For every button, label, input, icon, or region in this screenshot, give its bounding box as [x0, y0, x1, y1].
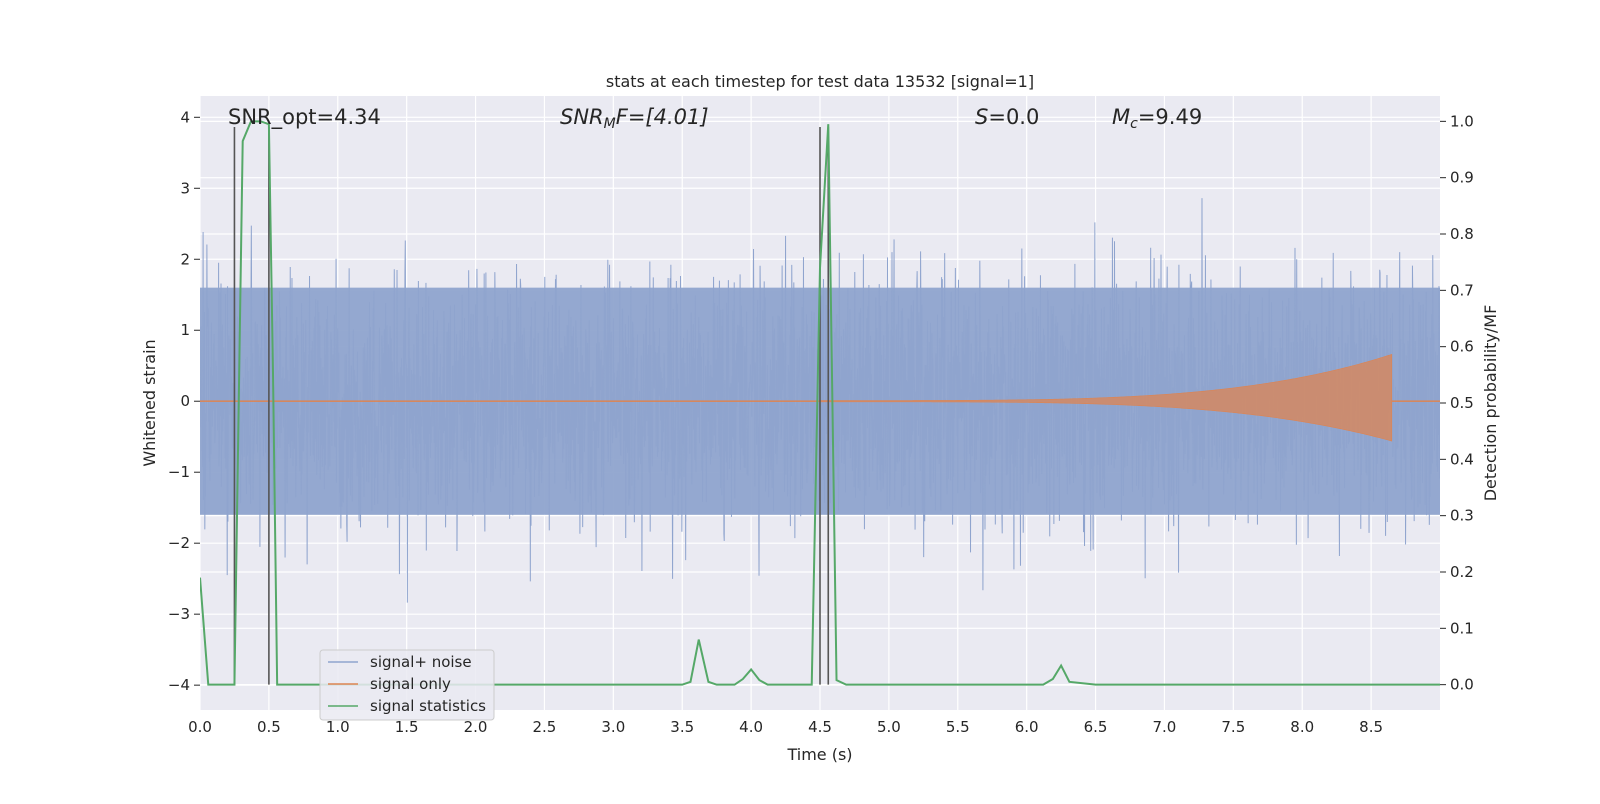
y-left-tick-label: 2	[180, 250, 190, 268]
y-left-tick-label: 0	[180, 392, 190, 410]
x-tick-label: 8.5	[1359, 718, 1383, 736]
annotation-mc-sub: c	[1130, 116, 1138, 132]
y-right-tick-label: 0.0	[1450, 676, 1474, 694]
legend-label-signal-statistics: signal statistics	[370, 697, 486, 715]
x-axis-label: Time (s)	[786, 745, 852, 764]
annotation-s: S=0.0	[975, 105, 1039, 129]
y-left-tick-label: −2	[168, 534, 190, 552]
x-tick-label: 6.5	[1084, 718, 1108, 736]
y-right-tick-label: 0.9	[1450, 169, 1474, 187]
x-tick-label: 3.0	[601, 718, 625, 736]
legend: signal+ noise signal only signal statist…	[319, 649, 495, 721]
x-tick-label: 5.5	[946, 718, 970, 736]
x-tick-label: 0.5	[257, 718, 281, 736]
y-axis-left-ticks: −4 −3 −2 −1 0 1 2 3 4	[168, 108, 200, 694]
legend-label-signal-only: signal only	[370, 675, 451, 693]
y-right-tick-label: 0.4	[1450, 450, 1474, 468]
y-left-tick-label: −3	[168, 605, 190, 623]
y-right-tick-label: 0.2	[1450, 563, 1474, 581]
x-tick-label: 4.0	[739, 718, 763, 736]
x-tick-label: 8.0	[1290, 718, 1314, 736]
y-left-tick-label: 3	[180, 179, 190, 197]
y-axis-right-ticks: 0.0 0.1 0.2 0.3 0.4 0.5 0.6 0.7 0.8 0.9 1.0	[1440, 112, 1474, 694]
x-tick-label: 1.5	[395, 718, 419, 736]
x-tick-label: 6.0	[1015, 718, 1039, 736]
y-right-tick-label: 0.1	[1450, 619, 1474, 637]
x-tick-label: 1.0	[326, 718, 350, 736]
chart-title: stats at each timestep for test data 135…	[606, 72, 1034, 91]
x-tick-label: 5.0	[877, 718, 901, 736]
y-left-tick-label: 1	[180, 321, 190, 339]
annotation-snr-mf-sub: M	[604, 116, 616, 132]
y-left-tick-label: −4	[168, 676, 190, 694]
x-tick-label: 7.5	[1221, 718, 1245, 736]
annotation-snr-mf-rest: F=[4.01]	[616, 105, 709, 129]
vertical-markers	[233, 126, 830, 685]
x-tick-label: 3.5	[670, 718, 694, 736]
signal-only-chirp	[819, 353, 1393, 442]
signal-statistics-line	[200, 120, 1440, 686]
legend-box	[319, 649, 495, 721]
annotation-mc: Mc=9.49	[1112, 105, 1202, 132]
y-right-tick-label: 0.7	[1450, 281, 1474, 299]
annotation-s-val: =0.0	[988, 105, 1039, 129]
legend-label-signal-noise: signal+ noise	[370, 653, 472, 671]
y-right-tick-label: 0.3	[1450, 507, 1474, 525]
y-right-tick-label: 0.8	[1450, 225, 1474, 243]
y-left-tick-label: −1	[168, 463, 190, 481]
annotation-mc-val: =9.49	[1138, 105, 1202, 129]
y-right-tick-label: 0.6	[1450, 338, 1474, 356]
annotation-snr-mf-main: SNR	[560, 105, 604, 129]
y-left-tick-label: 4	[180, 108, 190, 126]
y-axis-right-label: Detection probability/MF	[1481, 305, 1500, 502]
x-tick-label: 0.0	[188, 718, 212, 736]
signal-only-series	[200, 353, 1440, 442]
y-right-tick-label: 1.0	[1450, 112, 1474, 130]
annotation-s-var: S	[975, 105, 988, 129]
annotation-snr-opt: SNR_opt=4.34	[228, 105, 381, 130]
x-tick-label: 2.0	[464, 718, 488, 736]
y-axis-left-label: Whitened strain	[140, 339, 159, 466]
y-right-tick-label: 0.5	[1450, 394, 1474, 412]
signal-statistics-series	[200, 120, 1440, 686]
annotation-mc-main: M	[1112, 105, 1130, 129]
x-tick-label: 7.0	[1153, 718, 1177, 736]
x-tick-label: 4.5	[808, 718, 832, 736]
annotation-snr-mf: SNRMF=[4.01]	[560, 105, 709, 132]
x-tick-label: 2.5	[533, 718, 557, 736]
x-axis-ticks: 0.0 0.5 1.0 1.5 2.0 2.5 3.0 3.5 4.0 4.5 5.0 5.5 6.0 6…	[188, 718, 1383, 736]
